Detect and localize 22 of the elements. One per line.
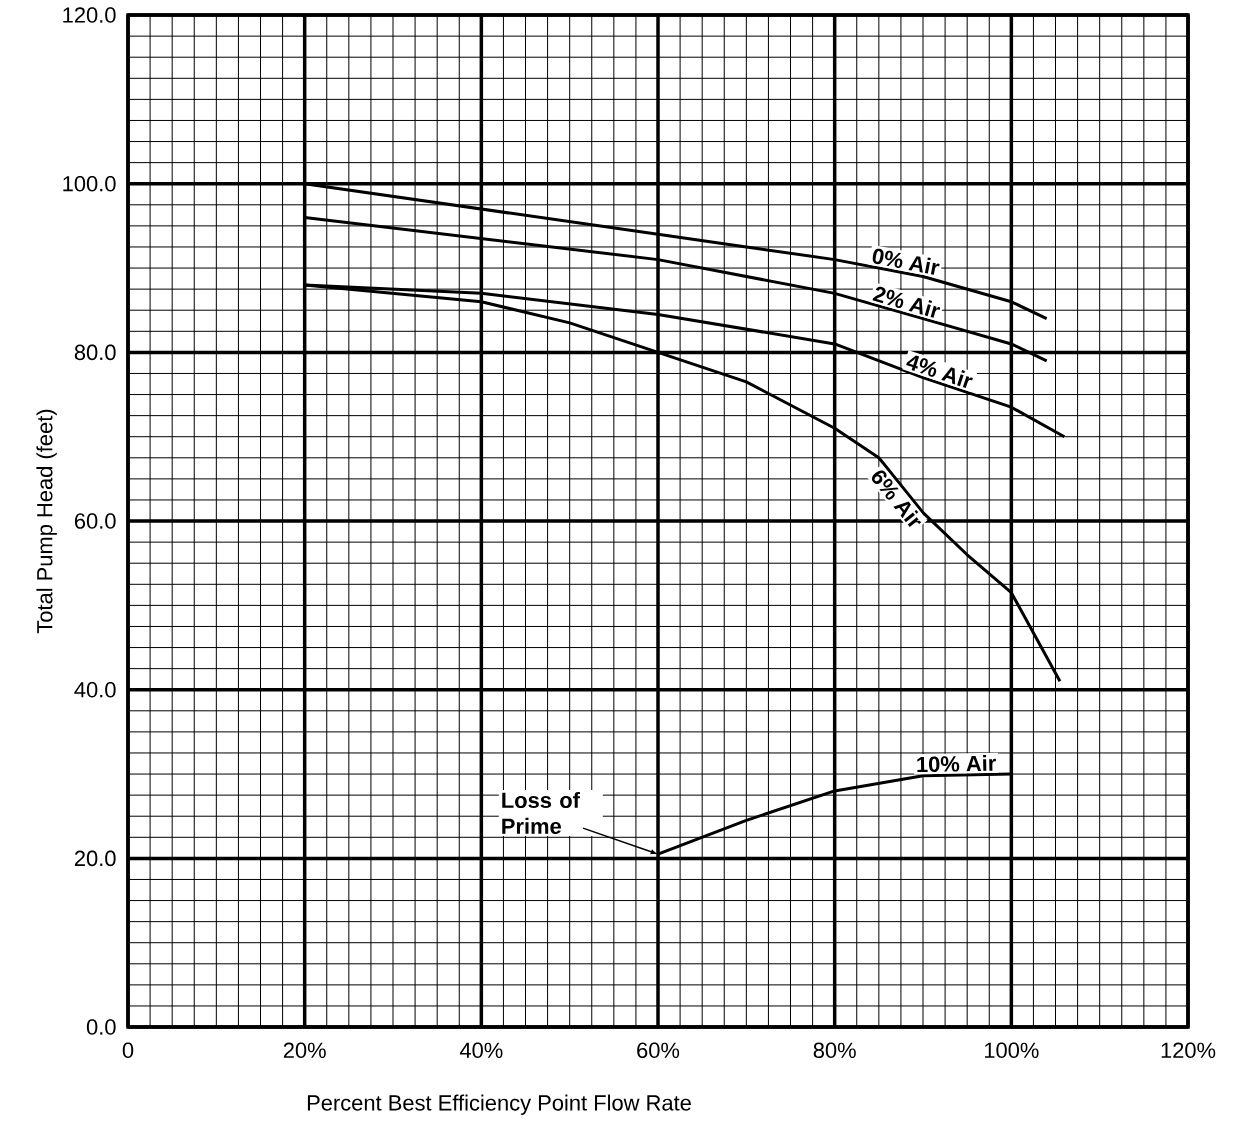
y-tick-label: 100.0: [63, 175, 116, 192]
y-tick-label: 20.0: [74, 850, 116, 867]
x-tick-label: 20%: [283, 1042, 326, 1059]
y-axis-title: Total Pump Head (feet): [36, 409, 57, 634]
annotation: Loss of Prime: [502, 791, 580, 834]
x-tick-label: 80%: [813, 1042, 856, 1059]
y-tick-label: 120.0: [63, 7, 116, 23]
text: 4% Air: [906, 355, 973, 389]
y-tick-label: 40.0: [74, 681, 116, 698]
x-tick-label: 40%: [459, 1042, 503, 1059]
text: 6% Air: [871, 470, 922, 527]
y-tick-label: 60.0: [74, 513, 116, 529]
y-tick-label: 80.0: [74, 344, 116, 361]
x-tick-label: 100%: [984, 1042, 1039, 1059]
x-tick-label: 0: [122, 1042, 134, 1059]
text: 0% Air: [872, 248, 940, 275]
series-label: 10% Air: [917, 754, 996, 773]
x-axis-title: Percent Best Efficiency Point Flow Rate: [307, 1094, 691, 1115]
y-tick-label: 0.0: [86, 1019, 116, 1035]
x-tick-label: 60%: [637, 1042, 680, 1059]
text: 2% Air: [872, 286, 941, 318]
x-tick-label: 120%: [1161, 1042, 1216, 1059]
